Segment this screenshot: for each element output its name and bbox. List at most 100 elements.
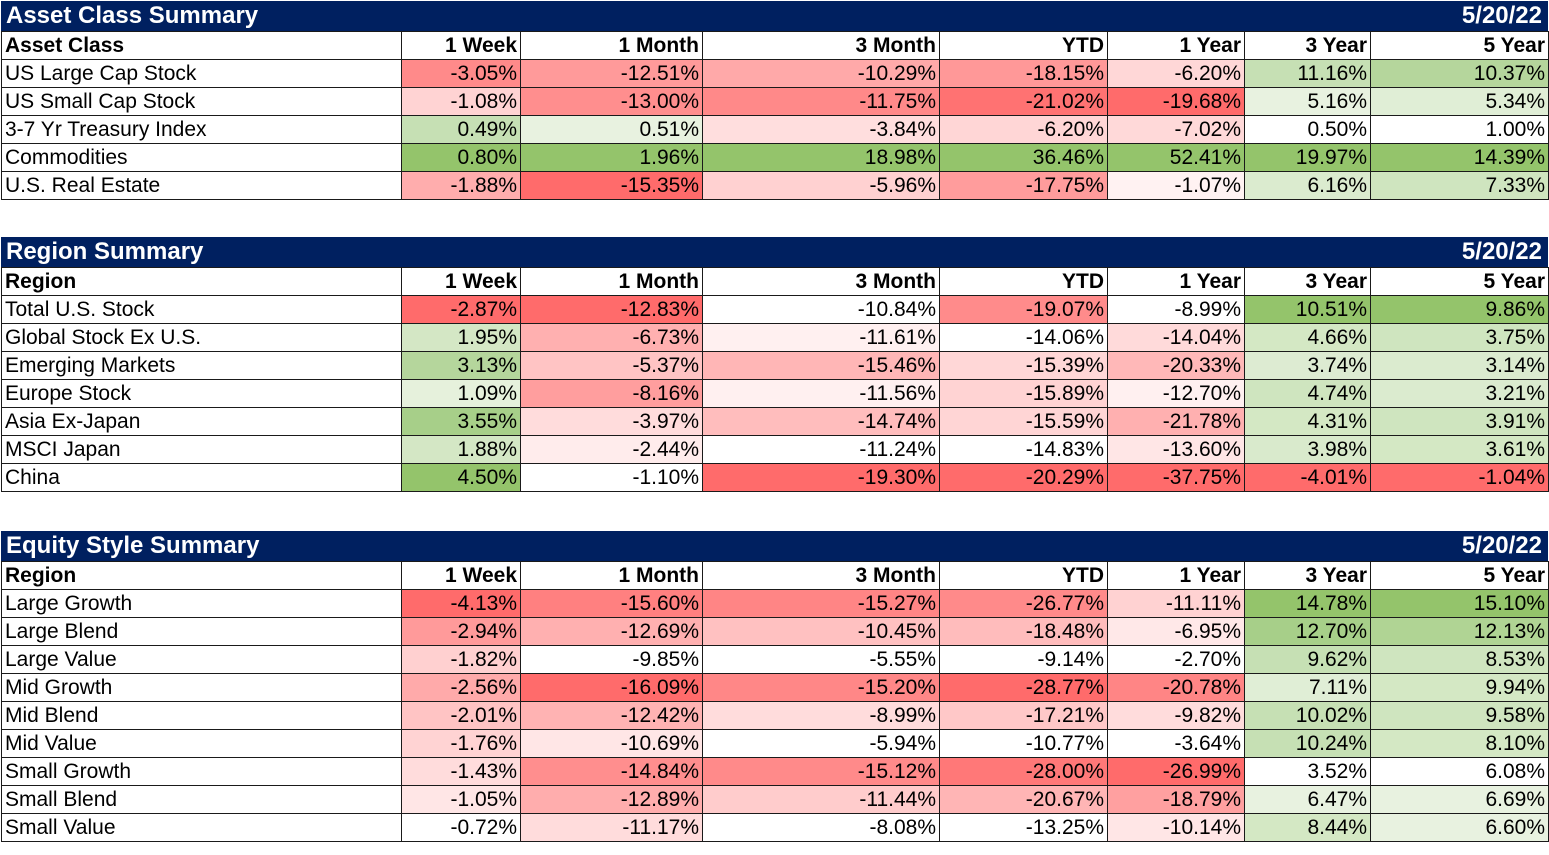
value-cell: 10.02% [1244,701,1371,730]
value-cell: -11.56% [702,379,940,408]
value-cell: -12.42% [520,701,703,730]
value-cell: 5.16% [1244,87,1371,116]
value-cell: -2.44% [520,435,703,464]
value-cell: -18.15% [939,59,1108,88]
value-cell: -18.79% [1107,785,1245,814]
table-row: China 4.50% -1.10% -19.30% -20.29% -37.75% -4.… [1,463,1549,492]
value-cell: 15.10% [1370,589,1549,618]
column-header-1-month: 1 Month [520,31,703,60]
table-row: US Large Cap Stock -3.05% -12.51% -10.29% -1… [1,59,1549,88]
value-cell: -4.01% [1244,463,1371,492]
value-cell: 10.37% [1370,59,1549,88]
value-cell: -3.05% [401,59,521,88]
value-cell: -21.78% [1107,407,1245,436]
row-label: Asia Ex-Japan [1,407,402,436]
table-row: Mid Blend -2.01% -12.42% -8.99% -17.21% -9.82… [1,701,1549,730]
equity-style-table: Region 1 Week 1 Month 3 Month YTD 1 Year 3 Yea… [1,561,1549,842]
value-cell: -1.10% [520,463,703,492]
value-cell: 7.11% [1244,673,1371,702]
value-cell: 3.13% [401,351,521,380]
header-row: Region 1 Week 1 Month 3 Month YTD 1 Year 3 Yea… [1,561,1549,590]
value-cell: 8.44% [1244,813,1371,842]
value-cell: -9.85% [520,645,703,674]
table-row: Total U.S. Stock -2.87% -12.83% -10.84% -19.… [1,295,1549,324]
value-cell: 3.74% [1244,351,1371,380]
value-cell: -13.60% [1107,435,1245,464]
value-cell: -8.16% [520,379,703,408]
row-label: Large Value [1,645,402,674]
value-cell: -12.69% [520,617,703,646]
row-label: Commodities [1,143,402,172]
value-cell: 36.46% [939,143,1108,172]
value-cell: -4.13% [401,589,521,618]
table-row: 3-7 Yr Treasury Index 0.49% 0.51% -3.84% -6.… [1,115,1549,144]
column-header-category: Region [1,561,402,590]
value-cell: -12.89% [520,785,703,814]
table-row: Large Growth -4.13% -15.60% -15.27% -26.77% -… [1,589,1549,618]
table-row: MSCI Japan 1.88% -2.44% -11.24% -14.83% -13.6… [1,435,1549,464]
value-cell: 3.21% [1370,379,1549,408]
value-cell: -3.64% [1107,729,1245,758]
value-cell: -17.75% [939,171,1108,200]
value-cell: -10.84% [702,295,940,324]
value-cell: -17.21% [939,701,1108,730]
value-cell: 8.53% [1370,645,1549,674]
value-cell: -9.82% [1107,701,1245,730]
value-cell: -6.20% [1107,59,1245,88]
column-header-5-year: 5 Year [1370,267,1549,296]
header-row: Asset Class 1 Week 1 Month 3 Month YTD 1 Year… [1,31,1549,60]
value-cell: -1.43% [401,757,521,786]
table-row: Large Blend -2.94% -12.69% -10.45% -18.48% -6… [1,617,1549,646]
column-header-1-year: 1 Year [1107,561,1245,590]
row-label: Global Stock Ex U.S. [1,323,402,352]
value-cell: -3.97% [520,407,703,436]
column-header-5-year: 5 Year [1370,31,1549,60]
table-row: Mid Value -1.76% -10.69% -5.94% -10.77% -3.64… [1,729,1549,758]
value-cell: -15.20% [702,673,940,702]
region-table: Region 1 Week 1 Month 3 Month YTD 1 Year 3 Yea… [1,267,1549,492]
value-cell: -15.12% [702,757,940,786]
value-cell: 6.16% [1244,171,1371,200]
value-cell: -14.04% [1107,323,1245,352]
value-cell: 1.00% [1370,115,1549,144]
value-cell: 7.33% [1370,171,1549,200]
value-cell: 0.51% [520,115,703,144]
row-label: Small Blend [1,785,402,814]
value-cell: -14.84% [520,757,703,786]
value-cell: -15.60% [520,589,703,618]
value-cell: -14.83% [939,435,1108,464]
row-label: Europe Stock [1,379,402,408]
value-cell: 8.10% [1370,729,1549,758]
value-cell: -2.01% [401,701,521,730]
value-cell: -28.00% [939,757,1108,786]
value-cell: 1.96% [520,143,703,172]
section-title: Asset Class Summary [6,2,259,29]
row-label: Small Growth [1,757,402,786]
table-row: U.S. Real Estate -1.88% -15.35% -5.96% -17.7… [1,171,1549,200]
value-cell: -14.74% [702,407,940,436]
value-cell: -15.46% [702,351,940,380]
value-cell: -10.14% [1107,813,1245,842]
column-header-category: Asset Class [1,31,402,60]
value-cell: 0.50% [1244,115,1371,144]
row-label: Mid Growth [1,673,402,702]
column-header-1-week: 1 Week [401,267,521,296]
value-cell: 19.97% [1244,143,1371,172]
value-cell: 3.98% [1244,435,1371,464]
value-cell: -20.67% [939,785,1108,814]
value-cell: 14.78% [1244,589,1371,618]
table-row: Commodities 0.80% 1.96% 18.98% 36.46% 52.41% 1… [1,143,1549,172]
value-cell: -11.75% [702,87,940,116]
value-cell: 10.51% [1244,295,1371,324]
asset-class-summary-section: Asset Class Summary 5/20/22 Asset Class 1… [1,1,1549,200]
table-row: Global Stock Ex U.S. 1.95% -6.73% -11.61% -1… [1,323,1549,352]
value-cell: -5.55% [702,645,940,674]
row-label: Small Value [1,813,402,842]
column-header-3-month: 3 Month [702,561,940,590]
table-row: Large Value -1.82% -9.85% -5.55% -9.14% -2.70… [1,645,1549,674]
value-cell: -20.33% [1107,351,1245,380]
value-cell: -13.25% [939,813,1108,842]
value-cell: -11.11% [1107,589,1245,618]
value-cell: -15.27% [702,589,940,618]
row-label: 3-7 Yr Treasury Index [1,115,402,144]
